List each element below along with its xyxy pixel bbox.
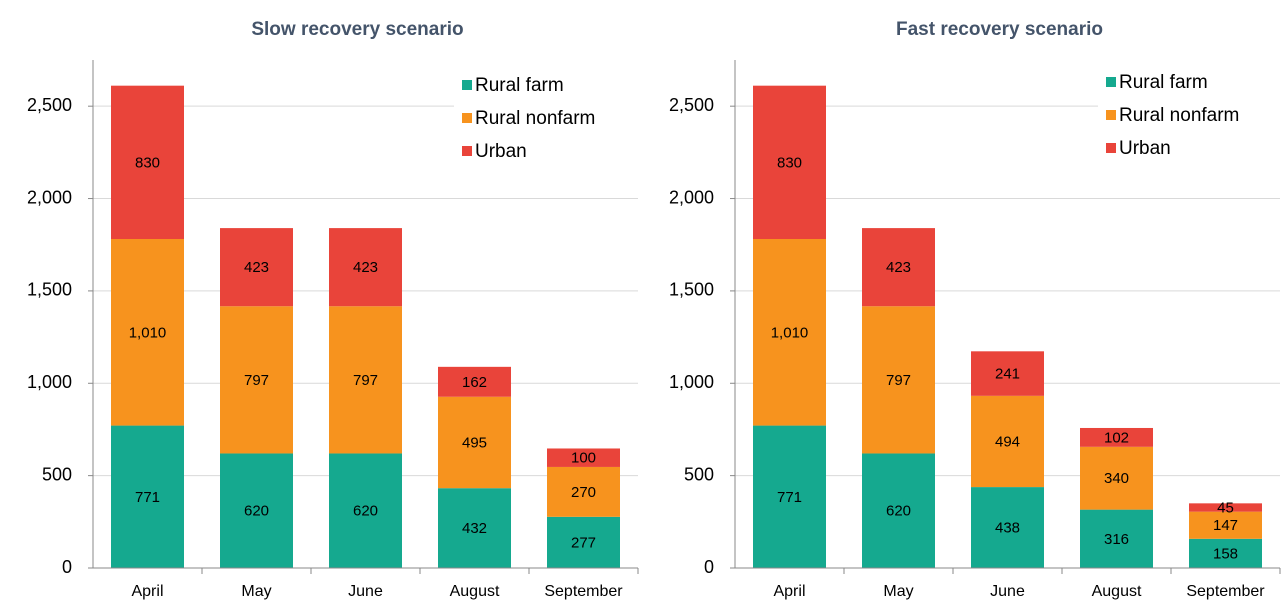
legend-swatch [462, 80, 472, 90]
data-label: 340 [1104, 470, 1129, 487]
x-tick-label: May [241, 583, 271, 600]
x-tick-label: April [773, 583, 805, 600]
legend-swatch [462, 113, 472, 123]
data-label: 830 [777, 154, 802, 171]
y-tick-label: 1,500 [669, 280, 714, 300]
y-tick-label: 500 [684, 464, 714, 484]
y-tick-label: 2,500 [669, 95, 714, 115]
legend-swatch [1106, 143, 1116, 153]
data-label: 1,010 [771, 324, 809, 341]
x-tick-label: August [1092, 583, 1142, 600]
y-tick-label: 0 [704, 557, 714, 577]
x-tick-label: September [544, 583, 623, 600]
bar-segment [971, 395, 1044, 488]
x-tick-label: June [990, 583, 1025, 600]
bar-segment [547, 466, 620, 517]
data-label: 423 [353, 259, 378, 276]
bar-segment [329, 228, 402, 307]
bar-segment [111, 239, 184, 426]
bar-segment [1189, 503, 1262, 512]
data-label: 797 [886, 372, 911, 389]
legend-swatch [1106, 77, 1116, 87]
bar-segment [547, 448, 620, 467]
bar-segment [111, 425, 184, 568]
bar-segment [753, 239, 826, 426]
y-tick-label: 2,000 [669, 187, 714, 207]
data-label: 432 [462, 520, 487, 537]
data-label: 830 [135, 154, 160, 171]
bar-segment [329, 453, 402, 568]
data-label: 620 [353, 503, 378, 520]
bar-segment [753, 425, 826, 568]
legend-label: Rural farm [1119, 72, 1208, 93]
y-tick-label: 1,500 [27, 280, 72, 300]
data-label: 158 [1213, 545, 1238, 562]
data-label: 270 [571, 484, 596, 501]
bar-segment [753, 85, 826, 240]
legend-swatch [462, 146, 472, 156]
data-label: 495 [462, 434, 487, 451]
bar-segment [971, 351, 1044, 396]
data-label: 147 [1213, 517, 1238, 534]
chart-title: Slow recovery scenario [251, 19, 463, 40]
bar-segment [438, 396, 511, 489]
y-tick-label: 500 [42, 464, 72, 484]
bar-segment [438, 488, 511, 568]
data-label: 162 [462, 374, 487, 391]
bar-segment [862, 306, 935, 454]
data-label: 797 [244, 372, 269, 389]
data-label: 771 [135, 489, 160, 506]
bar-segment [111, 85, 184, 240]
data-label: 241 [995, 366, 1020, 383]
bar-segment [1189, 511, 1262, 539]
bar-segment [1080, 427, 1153, 447]
data-label: 277 [571, 534, 596, 551]
x-tick-label: April [131, 583, 163, 600]
x-tick-label: September [1186, 583, 1265, 600]
data-label: 494 [995, 433, 1020, 450]
data-label: 316 [1104, 531, 1129, 548]
data-label: 438 [995, 520, 1020, 537]
legend-label: Rural nonfarm [1119, 105, 1239, 126]
legend-background [1098, 70, 1281, 168]
data-label: 423 [886, 259, 911, 276]
bar-segment [220, 228, 293, 307]
legend-label: Urban [1119, 138, 1171, 159]
bar-segment [329, 306, 402, 454]
chart-title: Fast recovery scenario [896, 19, 1103, 40]
y-tick-label: 1,000 [669, 372, 714, 392]
data-label: 100 [571, 450, 596, 467]
y-tick-label: 1,000 [27, 372, 72, 392]
y-tick-label: 0 [62, 557, 72, 577]
legend-label: Rural farm [475, 75, 564, 96]
bar-segment [438, 366, 511, 397]
x-tick-label: June [348, 583, 383, 600]
bar-segment [971, 487, 1044, 568]
data-label: 620 [244, 503, 269, 520]
data-label: 771 [777, 489, 802, 506]
legend-background [454, 70, 640, 168]
bar-segment [220, 453, 293, 568]
data-label: 102 [1104, 429, 1129, 446]
legend-swatch [1106, 110, 1116, 120]
data-label: 423 [244, 259, 269, 276]
bar-segment [862, 228, 935, 307]
data-label: 797 [353, 372, 378, 389]
y-tick-label: 2,500 [27, 95, 72, 115]
x-tick-label: August [450, 583, 500, 600]
y-tick-label: 2,000 [27, 187, 72, 207]
data-label: 1,010 [129, 324, 167, 341]
data-label: 620 [886, 503, 911, 520]
bar-segment [1080, 446, 1153, 510]
data-label: 45 [1217, 499, 1234, 516]
x-tick-label: May [883, 583, 913, 600]
bar-segment [862, 453, 935, 568]
legend-label: Rural nonfarm [475, 108, 595, 129]
bar-segment [220, 306, 293, 454]
legend-label: Urban [475, 141, 527, 162]
bar-segment [547, 516, 620, 568]
bar-segment [1189, 538, 1262, 568]
bar-segment [1080, 509, 1153, 568]
